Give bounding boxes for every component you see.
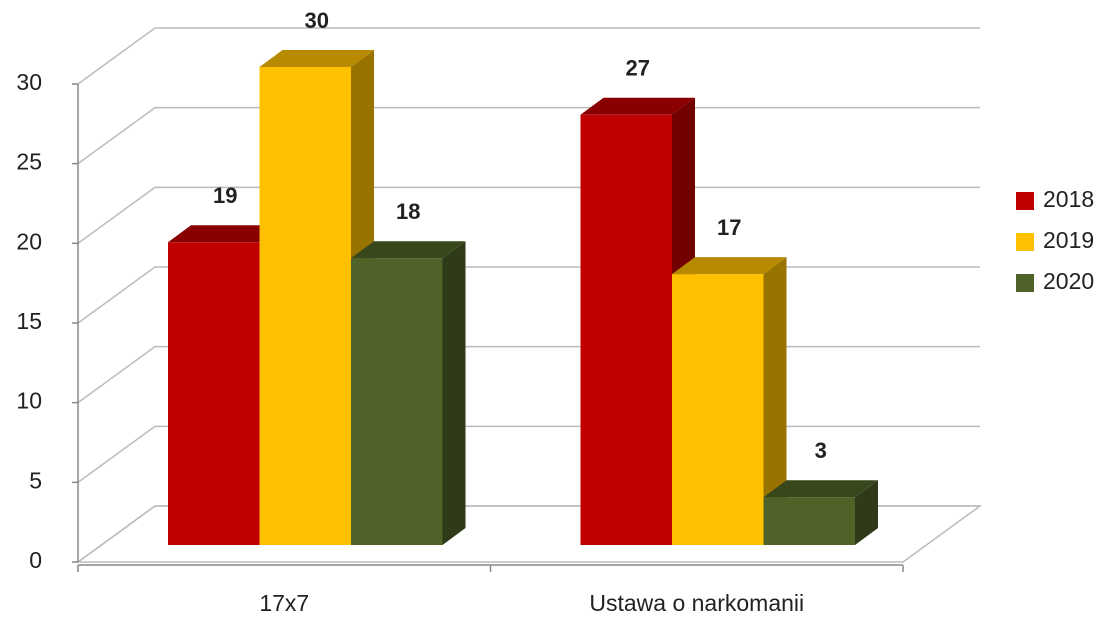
grid-line [77,186,980,244]
legend-label: 2018 [1043,186,1094,212]
x-tick-label: Ustawa o narkomanii [589,590,804,616]
bar-front [672,274,764,545]
data-label: 18 [396,199,420,224]
legend-label: 2019 [1043,227,1094,253]
bar-top [672,257,787,275]
bar-top [168,225,283,243]
bar-front [580,114,672,546]
grid-line [77,27,980,85]
bar-front [259,67,351,545]
y-tick-label: 30 [16,69,42,95]
bar-top [580,97,695,115]
bar-front [763,497,855,545]
data-label: 27 [626,56,650,81]
legend-label: 2020 [1043,268,1094,294]
bar-front [168,242,260,545]
bar-top [763,480,878,498]
bar-top [259,50,374,67]
bar [672,257,787,545]
bar-top [351,241,466,259]
data-label: 19 [213,183,237,208]
legend-swatch [1016,192,1034,210]
bar [763,480,878,545]
y-tick-label: 15 [16,308,42,334]
bar-side [763,257,787,545]
y-tick-label: 20 [16,228,42,254]
legend-swatch [1016,274,1034,292]
bar-side [855,480,878,545]
bar [351,241,466,545]
data-label: 30 [305,8,329,33]
data-label: 17 [717,215,741,240]
y-tick-label: 10 [16,388,42,414]
grid-line [77,106,980,165]
y-tick-label: 25 [16,149,42,175]
bar-side [442,241,466,545]
y-tick-label: 5 [29,467,42,493]
data-label: 3 [815,438,827,463]
bar-front [351,258,443,545]
x-tick-label: 17x7 [259,590,309,616]
y-tick-label: 0 [29,547,42,573]
legend-swatch [1016,233,1034,251]
